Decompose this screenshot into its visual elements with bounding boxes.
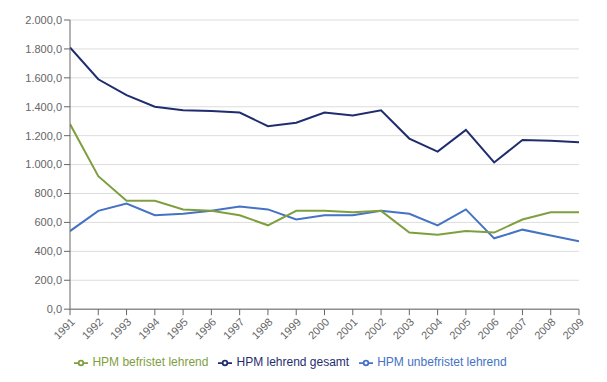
- svg-text:1.800,0: 1.800,0: [25, 43, 62, 55]
- html-text:HPM unbefristet lehrend: HPM unbefristet lehrend: [377, 355, 507, 370]
- svg-text:1.400,0: 1.400,0: [25, 101, 62, 113]
- svg-text:1.200,0: 1.200,0: [25, 130, 62, 142]
- svg-text:2006: 2006: [475, 316, 501, 342]
- svg-text:1998: 1998: [249, 316, 275, 342]
- svg-text:2005: 2005: [447, 316, 473, 342]
- svg-text:2.000,0: 2.000,0: [25, 14, 62, 26]
- svg-text:2009: 2009: [560, 316, 586, 342]
- svg-text:1997: 1997: [221, 316, 247, 342]
- svg-text:1.000,0: 1.000,0: [25, 158, 62, 170]
- svg-text:1996: 1996: [193, 316, 219, 342]
- svg-text:800,0: 800,0: [34, 187, 62, 199]
- svg-text:2001: 2001: [334, 316, 360, 342]
- svg-text:600,0: 600,0: [34, 216, 62, 228]
- svg-text:2007: 2007: [504, 316, 530, 342]
- svg-text:1992: 1992: [79, 316, 105, 342]
- svg-text:200,0: 200,0: [34, 274, 62, 286]
- html-text:HPM befristet lehrend: HPM befristet lehrend: [92, 355, 209, 370]
- svg-text:2000: 2000: [306, 316, 332, 342]
- svg-text:1994: 1994: [136, 316, 162, 342]
- svg-text:1991: 1991: [51, 316, 77, 342]
- svg-text:2002: 2002: [362, 316, 388, 342]
- svg-text:400,0: 400,0: [34, 245, 62, 257]
- html-text:HPM lehrend gesamt: HPM lehrend gesamt: [236, 355, 350, 370]
- svg-text:1999: 1999: [277, 316, 303, 342]
- svg-text:1993: 1993: [108, 316, 134, 342]
- svg-text:2008: 2008: [532, 316, 558, 342]
- svg-text:2003: 2003: [390, 316, 416, 342]
- svg-text:0,0: 0,0: [47, 303, 62, 315]
- svg-text:2004: 2004: [419, 316, 445, 342]
- svg-text:1995: 1995: [164, 316, 190, 342]
- svg-text:1.600,0: 1.600,0: [25, 72, 62, 84]
